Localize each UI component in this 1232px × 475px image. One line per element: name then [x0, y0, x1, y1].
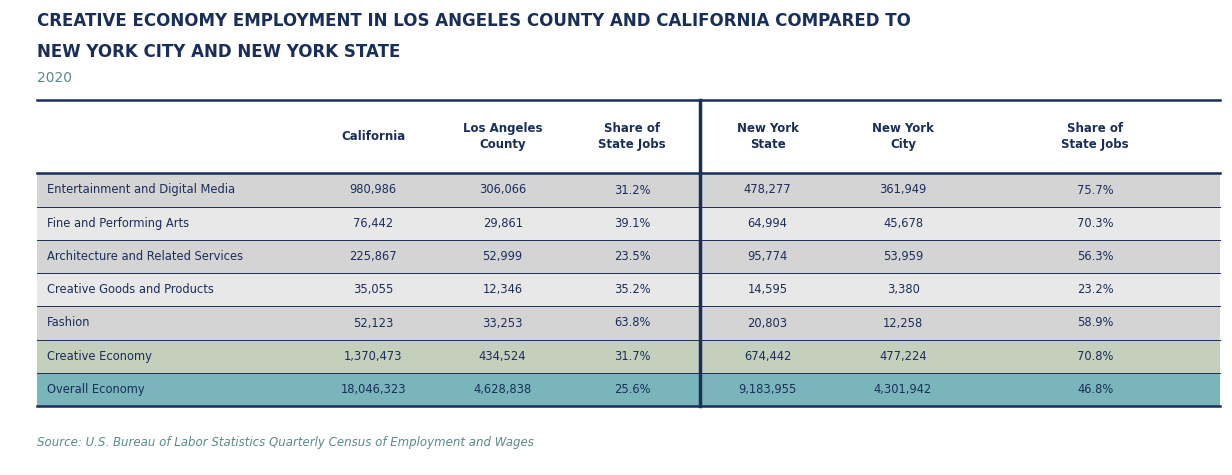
Text: California: California: [341, 130, 405, 143]
Text: 23.5%: 23.5%: [614, 250, 650, 263]
Text: 33,253: 33,253: [483, 316, 522, 330]
Text: 361,949: 361,949: [880, 183, 926, 197]
Text: Creative Goods and Products: Creative Goods and Products: [47, 283, 213, 296]
Text: 14,595: 14,595: [748, 283, 787, 296]
Text: Creative Economy: Creative Economy: [47, 350, 152, 363]
Text: 18,046,323: 18,046,323: [340, 383, 407, 396]
Text: 63.8%: 63.8%: [614, 316, 650, 330]
Text: Share of
State Jobs: Share of State Jobs: [1062, 122, 1129, 151]
Text: 3,380: 3,380: [887, 283, 919, 296]
Text: 1,370,473: 1,370,473: [344, 350, 403, 363]
Text: 46.8%: 46.8%: [1077, 383, 1114, 396]
Text: 70.3%: 70.3%: [1077, 217, 1114, 230]
Text: 12,346: 12,346: [483, 283, 522, 296]
Text: 306,066: 306,066: [479, 183, 526, 197]
Text: 35.2%: 35.2%: [614, 283, 650, 296]
Text: 25.6%: 25.6%: [614, 383, 650, 396]
Text: 2020: 2020: [37, 71, 71, 85]
Text: 52,999: 52,999: [483, 250, 522, 263]
Text: 75.7%: 75.7%: [1077, 183, 1114, 197]
Text: New York
State: New York State: [737, 122, 798, 151]
Text: 39.1%: 39.1%: [614, 217, 650, 230]
Text: 64,994: 64,994: [748, 217, 787, 230]
Text: 20,803: 20,803: [748, 316, 787, 330]
Text: Architecture and Related Services: Architecture and Related Services: [47, 250, 243, 263]
Text: Source: U.S. Bureau of Labor Statistics Quarterly Census of Employment and Wages: Source: U.S. Bureau of Labor Statistics …: [37, 436, 533, 449]
Text: 478,277: 478,277: [744, 183, 791, 197]
Text: 31.7%: 31.7%: [614, 350, 650, 363]
Text: Entertainment and Digital Media: Entertainment and Digital Media: [47, 183, 235, 197]
Text: 53,959: 53,959: [883, 250, 923, 263]
Text: 56.3%: 56.3%: [1077, 250, 1114, 263]
Text: 95,774: 95,774: [748, 250, 787, 263]
Text: 225,867: 225,867: [350, 250, 397, 263]
Text: NEW YORK CITY AND NEW YORK STATE: NEW YORK CITY AND NEW YORK STATE: [37, 43, 400, 61]
Text: 477,224: 477,224: [880, 350, 926, 363]
Text: 52,123: 52,123: [354, 316, 393, 330]
Text: New York
City: New York City: [872, 122, 934, 151]
Text: 23.2%: 23.2%: [1077, 283, 1114, 296]
Text: 4,628,838: 4,628,838: [473, 383, 532, 396]
Text: 31.2%: 31.2%: [614, 183, 650, 197]
Text: 70.8%: 70.8%: [1077, 350, 1114, 363]
Text: 29,861: 29,861: [483, 217, 522, 230]
Text: 45,678: 45,678: [883, 217, 923, 230]
Text: Los Angeles
County: Los Angeles County: [463, 122, 542, 151]
Text: 76,442: 76,442: [354, 217, 393, 230]
Text: 980,986: 980,986: [350, 183, 397, 197]
Text: 674,442: 674,442: [744, 350, 791, 363]
Text: 9,183,955: 9,183,955: [738, 383, 797, 396]
Text: Fine and Performing Arts: Fine and Performing Arts: [47, 217, 188, 230]
Text: 4,301,942: 4,301,942: [873, 383, 933, 396]
Text: Overall Economy: Overall Economy: [47, 383, 144, 396]
Text: 58.9%: 58.9%: [1077, 316, 1114, 330]
Text: 434,524: 434,524: [479, 350, 526, 363]
Text: Fashion: Fashion: [47, 316, 90, 330]
Text: 12,258: 12,258: [883, 316, 923, 330]
Text: 35,055: 35,055: [354, 283, 393, 296]
Text: CREATIVE ECONOMY EMPLOYMENT IN LOS ANGELES COUNTY AND CALIFORNIA COMPARED TO: CREATIVE ECONOMY EMPLOYMENT IN LOS ANGEL…: [37, 12, 910, 30]
Text: Share of
State Jobs: Share of State Jobs: [599, 122, 665, 151]
